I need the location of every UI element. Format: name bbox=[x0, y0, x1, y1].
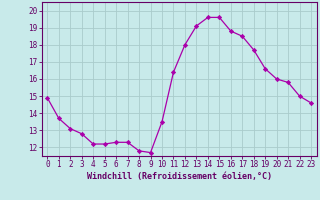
X-axis label: Windchill (Refroidissement éolien,°C): Windchill (Refroidissement éolien,°C) bbox=[87, 172, 272, 181]
